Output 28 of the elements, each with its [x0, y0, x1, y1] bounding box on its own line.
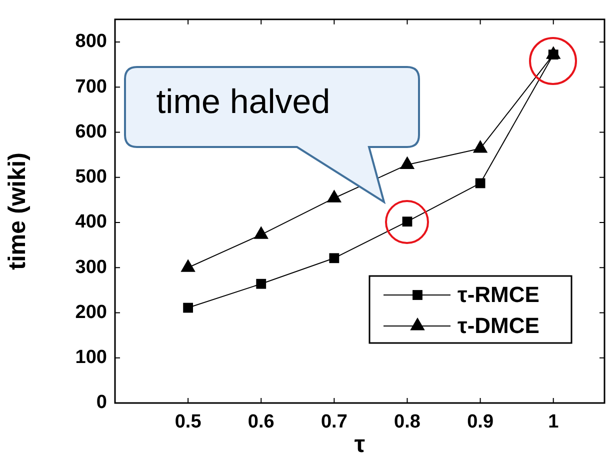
- point: [254, 226, 268, 239]
- point: [400, 156, 415, 169]
- y-tick-label: 600: [75, 121, 107, 142]
- y-tick-label: 200: [75, 302, 107, 323]
- annotation: time halved: [156, 82, 330, 122]
- y-tick-label: 400: [75, 212, 107, 233]
- legend-label: τ-DMCE: [458, 313, 540, 338]
- y-tick-label: 800: [75, 31, 107, 52]
- point: [326, 190, 342, 202]
- y-axis-title: time (wiki): [4, 152, 32, 270]
- point: [472, 140, 488, 153]
- point: [256, 278, 266, 289]
- y-tick-label: 300: [75, 256, 107, 278]
- x-tick-label: 0.6: [248, 412, 274, 433]
- x-tick-label: 0.5: [174, 412, 202, 433]
- y-tick-label: 0: [96, 392, 107, 414]
- x-tick-label: 1: [548, 412, 560, 433]
- legend-label: τ-RMCE: [458, 282, 540, 308]
- point: [329, 253, 340, 264]
- x-axis-title: τ: [354, 431, 366, 458]
- point: [183, 302, 194, 313]
- point: [475, 178, 486, 188]
- y-tick-label: 500: [75, 166, 107, 188]
- x-tick-label: 0.8: [394, 412, 420, 433]
- y-tick-label: 100: [75, 347, 107, 368]
- y-tick-label: 700: [75, 76, 107, 98]
- x-tick-label: 0.7: [320, 412, 348, 433]
- x-tick-label: 0.9: [467, 412, 494, 433]
